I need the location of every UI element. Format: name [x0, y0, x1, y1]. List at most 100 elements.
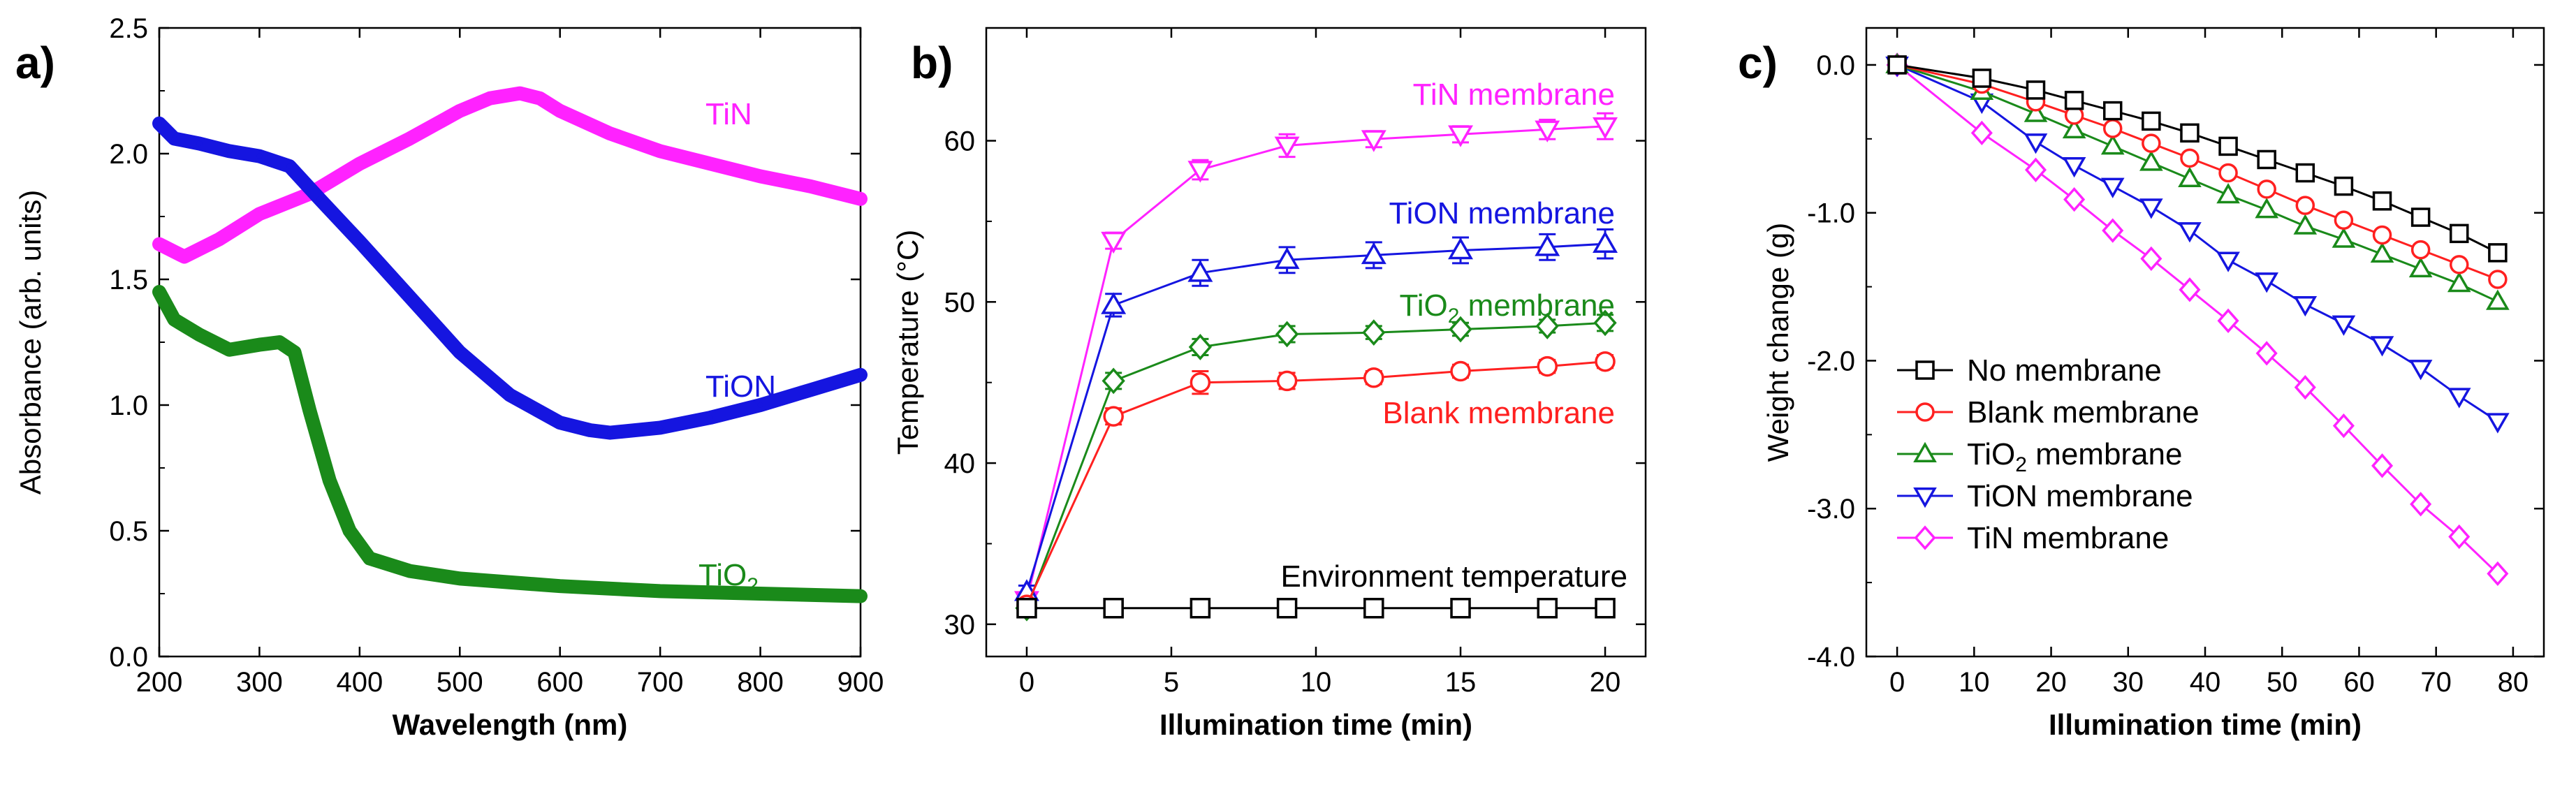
legend-label-blank-membrane-base: Blank membrane	[1967, 395, 2200, 430]
x-tick-label: 80	[2498, 667, 2529, 698]
legend-label-tio2-membrane: TiO2 membrane	[1967, 437, 2182, 476]
data-point-tin-membrane	[2371, 453, 2394, 478]
data-point-tin	[181, 254, 187, 260]
series-line-blank-membrane	[1025, 360, 1606, 606]
data-point-tion-membrane	[1274, 247, 1300, 270]
data-point-tion	[607, 430, 613, 436]
data-point-blank-membrane	[2257, 179, 2276, 199]
legend-marker-tion-membrane	[1913, 487, 1937, 508]
data-point-tio2-membrane	[2408, 256, 2433, 278]
data-point-tion	[557, 420, 563, 426]
data-point-tion-membrane	[2370, 336, 2394, 357]
x-tick-label: 200	[136, 667, 183, 698]
data-point-tion	[356, 239, 363, 244]
data-point-tio2	[457, 575, 463, 582]
data-point-tio2	[307, 407, 313, 413]
data-point-tin-membrane	[1274, 136, 1300, 159]
y-tick-label: 0.5	[109, 516, 148, 547]
data-point-tio2	[196, 332, 203, 338]
y-tick-label: 30	[944, 610, 976, 640]
data-point-no-membrane	[2026, 80, 2046, 100]
data-point-tin-membrane	[2179, 277, 2201, 302]
series-label-tion-base: TiON	[705, 369, 776, 404]
data-point-tin-membrane	[1970, 120, 1993, 146]
x-tick-label: 5	[1164, 667, 1179, 698]
data-point-environment-temperature	[1537, 598, 1558, 619]
series-label-tio2: TiO2	[698, 558, 759, 597]
data-point-blank-membrane	[1363, 367, 1384, 388]
data-point-blank-membrane	[2488, 270, 2508, 289]
data-point-tion	[316, 196, 323, 202]
data-point-no-membrane	[2410, 207, 2431, 227]
x-tick-label: 500	[437, 667, 483, 698]
data-point-tio2-membrane	[2486, 289, 2510, 310]
data-point-tion-membrane	[2062, 156, 2086, 178]
data-point-tin	[607, 131, 613, 137]
data-point-tion-membrane	[2447, 388, 2471, 409]
data-point-no-membrane	[1972, 68, 1992, 88]
series-label-tin-membrane: TiN membrane	[1413, 78, 1615, 112]
y-tick-label: 2.5	[109, 13, 148, 44]
data-point-tin-membrane	[2448, 524, 2471, 550]
data-point-tin-membrane	[1593, 117, 1618, 140]
legend-label-tin-membrane-base: TiN membrane	[1967, 521, 2169, 555]
legend-label-tion-membrane-base: TiON membrane	[1967, 479, 2193, 513]
series-label-tio2-membrane: TiO2 membrane	[1400, 288, 1615, 328]
x-tick-label: 700	[637, 667, 684, 698]
data-point-tion	[196, 140, 203, 147]
data-point-tion-membrane	[2216, 251, 2240, 272]
data-point-tio2	[858, 593, 863, 599]
data-point-tion-membrane	[1187, 260, 1213, 282]
data-point-no-membrane	[2102, 101, 2123, 121]
data-point-tin	[537, 95, 543, 101]
y-axis-label: Temperature (°C)	[891, 230, 924, 455]
data-point-environment-temperature	[1103, 598, 1124, 619]
series-label-tin-base: TiN	[705, 97, 752, 131]
data-point-tin	[487, 95, 493, 101]
y-tick-label: 1.5	[109, 265, 148, 295]
data-point-tion-membrane	[1101, 292, 1127, 314]
x-axis-label: Illumination time (min)	[1159, 708, 1472, 741]
legend-label-tion-membrane: TiON membrane	[1967, 479, 2193, 513]
data-point-tin	[557, 108, 563, 114]
data-point-tion-membrane	[2178, 222, 2202, 243]
y-tick-label: 50	[944, 287, 976, 318]
series-label-blank-membrane-base: Blank membrane	[1382, 396, 1615, 430]
data-point-no-membrane	[2218, 136, 2238, 156]
data-point-tio2-membrane	[2370, 242, 2394, 263]
data-point-blank-membrane	[1276, 370, 1298, 392]
series-label-tin: TiN	[705, 97, 752, 131]
x-tick-label: 800	[737, 667, 784, 698]
x-tick-label: 0	[1889, 667, 1905, 698]
data-point-environment-temperature	[1595, 598, 1616, 619]
data-point-tin	[657, 148, 664, 154]
data-point-tio2-membrane	[1275, 321, 1299, 348]
data-point-tio2	[171, 316, 177, 323]
data-point-tion-membrane	[2024, 133, 2048, 154]
data-point-environment-temperature	[1190, 598, 1211, 619]
data-point-tin-membrane	[2024, 157, 2047, 182]
data-point-tin-membrane	[2410, 492, 2432, 517]
y-tick-label: -4.0	[1807, 642, 1855, 673]
data-point-tin-membrane	[1101, 231, 1127, 254]
series-label-blank-membrane: Blank membrane	[1382, 396, 1615, 430]
data-point-tion	[286, 163, 293, 169]
data-point-tion-membrane	[2486, 413, 2510, 434]
series-label-tio2-base: TiO	[698, 558, 747, 592]
legend-label-tio2-membrane-base: TiO	[1967, 437, 2015, 471]
series-label-environment-temperature: Environment temperature	[1281, 559, 1627, 594]
data-point-tion-membrane	[1448, 237, 1473, 260]
data-point-tin	[517, 90, 523, 96]
data-point-tio2-membrane	[2100, 134, 2125, 155]
x-tick-label: 30	[2113, 667, 2144, 698]
data-point-blank-membrane	[2102, 119, 2123, 138]
data-point-tion-membrane	[2100, 177, 2125, 198]
data-point-tin	[156, 241, 162, 247]
data-point-tion	[171, 135, 177, 142]
panel-b-temperature-chart: 0 5 10 15 20 30 40 50 60 Illumination time (min) T…	[891, 27, 1647, 741]
series-label-tio2-subscript: 2	[747, 574, 759, 597]
data-point-tion	[156, 120, 162, 126]
data-point-tio2-membrane	[1449, 316, 1472, 343]
data-point-tio2	[256, 342, 263, 348]
y-tick-label: -1.0	[1807, 198, 1855, 229]
